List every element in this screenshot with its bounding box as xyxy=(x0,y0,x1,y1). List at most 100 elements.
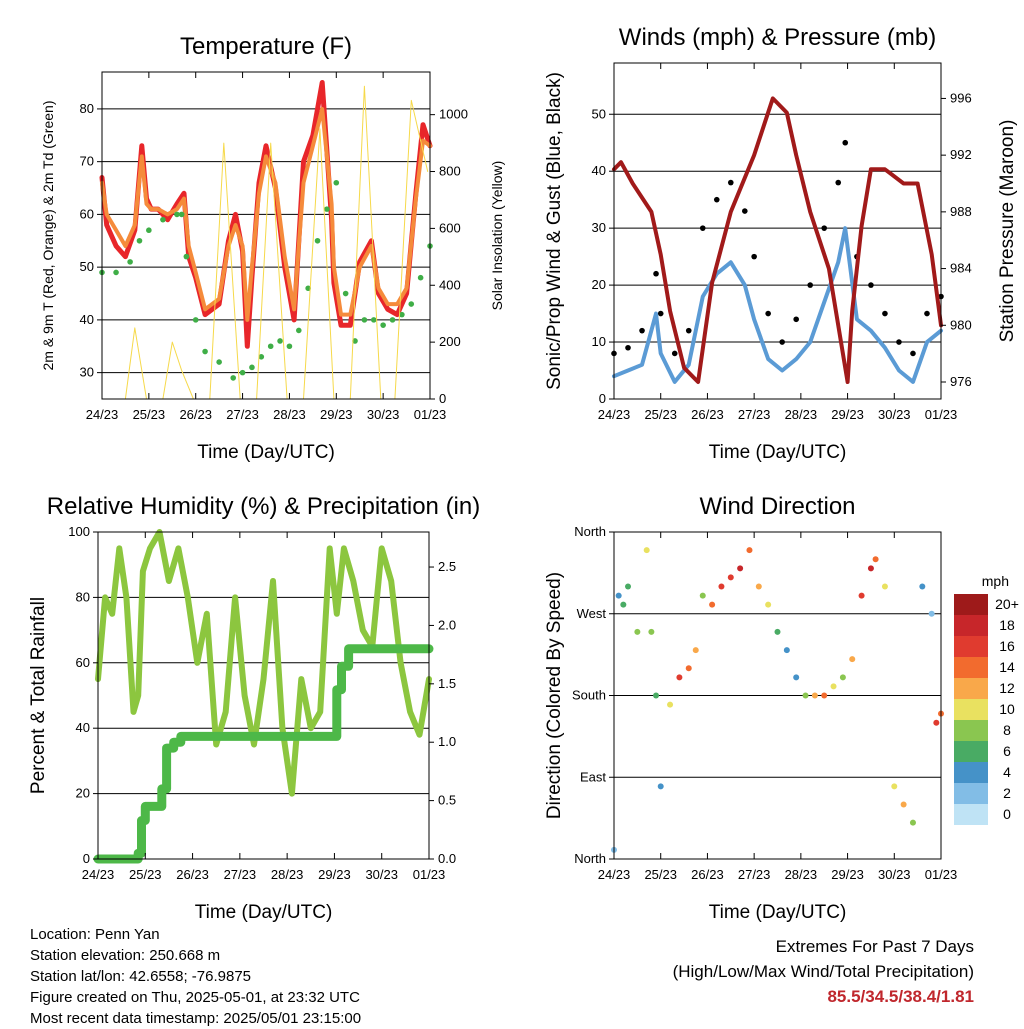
data-point xyxy=(783,647,790,654)
x-tick-label: 28/23 xyxy=(271,867,304,882)
y-axis-label: 2m & 9m T (Red, Orange) & 2m Td (Green) xyxy=(40,101,56,371)
legend-swatch xyxy=(954,762,988,783)
x-tick-label: 30/23 xyxy=(367,407,400,422)
data-point xyxy=(821,692,828,699)
y-tick-label: 70 xyxy=(80,154,94,169)
data-point xyxy=(919,583,926,590)
data-point xyxy=(793,674,800,681)
legend-label: 8 xyxy=(1003,722,1011,738)
plot-frame xyxy=(101,71,431,400)
x-tick-label: 24/23 xyxy=(598,407,631,422)
y-axis-label: Direction (Colored By Speed) xyxy=(544,572,565,819)
extremes-subtitle: (High/Low/Max Wind/Total Precipitation) xyxy=(672,962,974,981)
legend-label: 14 xyxy=(999,659,1015,675)
legend-swatch xyxy=(954,699,988,720)
data-point xyxy=(174,211,180,218)
data-point xyxy=(872,556,879,563)
legend-swatch xyxy=(954,678,988,699)
y-axis-label: Sonic/Prop Wind & Gust (Blue, Black) xyxy=(544,72,565,390)
data-point xyxy=(113,269,119,276)
y-axis-label: Percent & Total Rainfall xyxy=(28,597,49,794)
data-point xyxy=(230,375,236,381)
y2-tick-label: 800 xyxy=(439,164,461,179)
data-point xyxy=(793,316,799,323)
x-tick-label: 27/23 xyxy=(224,867,257,882)
x-tick-label: 30/23 xyxy=(878,407,911,422)
legend-swatch xyxy=(954,594,988,615)
y-tick-label: 40 xyxy=(592,163,606,178)
data-point xyxy=(821,225,828,231)
y2-tick-label: 976 xyxy=(950,374,972,389)
data-point xyxy=(685,665,692,672)
x-tick-label: 24/23 xyxy=(598,867,631,882)
data-point xyxy=(709,601,716,608)
data-point xyxy=(676,674,683,681)
data-point xyxy=(160,216,166,223)
data-point xyxy=(867,565,874,572)
data-point xyxy=(657,783,664,790)
data-point xyxy=(625,344,631,351)
winds-series xyxy=(611,96,944,384)
legend-label: 18 xyxy=(999,617,1015,633)
x-axis-label: Time (Day/UTC) xyxy=(195,902,333,923)
data-point xyxy=(620,601,627,608)
data-point xyxy=(127,259,133,265)
recent-data-timestamp: Most recent data timestamp: 2025/05/01 2… xyxy=(30,1010,362,1027)
x-tick-label: 26/23 xyxy=(691,407,724,422)
x-tick-label: 29/23 xyxy=(831,867,864,882)
y2-tick-label: 2.5 xyxy=(438,559,456,574)
y2-tick-label: 0 xyxy=(439,391,446,406)
data-point xyxy=(370,317,377,323)
data-point xyxy=(671,350,678,357)
data-point xyxy=(667,701,674,708)
y2-tick-label: 600 xyxy=(439,220,461,235)
data-point xyxy=(839,674,846,681)
data-point xyxy=(713,196,720,203)
legend-swatch xyxy=(954,657,988,678)
extremes-values: 85.5/34.5/38.4/1.81 xyxy=(827,987,974,1006)
legend-swatch xyxy=(954,783,988,804)
data-point xyxy=(277,338,283,344)
y2-tick-label: 1.5 xyxy=(438,676,456,691)
y2-tick-label: 400 xyxy=(439,277,461,292)
data-point xyxy=(807,282,813,288)
chart-title: Relative Humidity (%) & Precipitation (i… xyxy=(47,493,480,520)
x-tick-label: 25/23 xyxy=(644,407,677,422)
temperature-series xyxy=(99,80,433,400)
y2-tick-label: 992 xyxy=(950,147,972,162)
data-point xyxy=(657,310,664,317)
x-tick-label: 27/23 xyxy=(226,407,259,422)
data-point xyxy=(296,327,302,334)
data-point xyxy=(910,350,916,357)
data-point xyxy=(267,343,274,350)
data-point xyxy=(216,359,222,365)
data-point xyxy=(900,801,907,808)
y2-tick-label: 200 xyxy=(439,334,461,349)
data-point xyxy=(648,628,655,635)
data-point xyxy=(314,237,321,244)
x-tick-label: 01/23 xyxy=(413,867,446,882)
legend-label: 12 xyxy=(999,680,1015,696)
y2-tick-label: 2.0 xyxy=(438,617,456,632)
humidity-chart: 24/23 25/23 26/23 27/23 28/23 29/23 30/23 01/23… xyxy=(28,493,480,923)
y-tick-label: North xyxy=(574,524,606,539)
data-point xyxy=(924,310,930,317)
data-point xyxy=(896,339,902,345)
station-elevation: Station elevation: 250.668 m xyxy=(30,947,221,964)
humidity-series xyxy=(93,529,434,864)
y-tick-label: 80 xyxy=(76,589,90,604)
station-info: Location: Penn Yan Station elevation: 25… xyxy=(30,924,361,1029)
x-tick-label: 29/23 xyxy=(318,867,351,882)
x-tick-label: 26/23 xyxy=(691,867,724,882)
data-point xyxy=(811,692,818,699)
data-point xyxy=(751,253,757,260)
data-point xyxy=(399,311,405,318)
y2-axis-label: Solar Insolation (Yellow) xyxy=(489,161,505,311)
x-tick-label: 30/23 xyxy=(878,867,911,882)
x-tick-label: 30/23 xyxy=(365,867,398,882)
y-tick-label: 40 xyxy=(76,720,90,735)
x-axis-label: Time (Day/UTC) xyxy=(709,902,847,923)
y-tick-label: 50 xyxy=(592,106,606,121)
y-tick-label: 0 xyxy=(83,851,90,866)
temperature-chart: 24/23 25/23 26/23 27/23 28/23 29/23 30/23 01/23… xyxy=(40,33,505,463)
